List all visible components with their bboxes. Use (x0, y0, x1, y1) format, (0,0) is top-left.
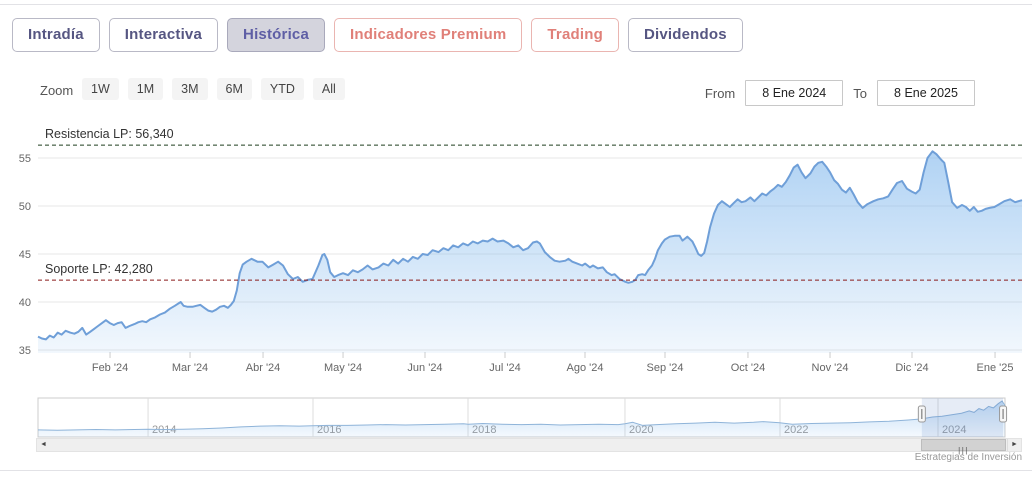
bottom-divider (0, 470, 1032, 471)
navigator-selected-range[interactable] (921, 398, 1004, 437)
tab-historica[interactable]: Histórica (227, 18, 326, 52)
main-chart[interactable]: 35 40 45 50 55 Feb '24 Mar '24 Abr '24 May '24 Ju… (0, 105, 1032, 390)
svg-text:May '24: May '24 (324, 362, 362, 374)
tab-bar: Intradía Interactiva Histórica Indicadores … (12, 18, 743, 52)
svg-text:35: 35 (19, 345, 31, 357)
svg-text:Nov '24: Nov '24 (812, 362, 849, 374)
tab-indicadores-premium[interactable]: Indicadores Premium (334, 18, 523, 52)
zoom-ytd-button[interactable]: YTD (260, 78, 304, 100)
price-line-series[interactable] (37, 150, 1023, 341)
tab-trading[interactable]: Trading (531, 18, 619, 52)
svg-text:Jul '24: Jul '24 (489, 362, 520, 374)
svg-text:Abr '24: Abr '24 (246, 362, 281, 374)
scrollbar-thumb[interactable]: ||| (921, 439, 1006, 455)
date-range-controls: From To (705, 80, 975, 106)
svg-text:Feb '24: Feb '24 (92, 362, 128, 374)
navigator-handle-left[interactable] (917, 405, 926, 423)
navigator-handle-right[interactable] (999, 405, 1008, 423)
svg-text:Ene '25: Ene '25 (977, 362, 1014, 374)
resistance-label: Resistencia LP: 56,340 (45, 127, 174, 141)
tab-intradia[interactable]: Intradía (12, 18, 100, 52)
svg-text:Ago '24: Ago '24 (567, 362, 604, 374)
navigator-line-series (37, 400, 1006, 431)
price-area-fill (38, 151, 1022, 353)
support-label: Soporte LP: 42,280 (45, 262, 153, 276)
svg-text:Dic '24: Dic '24 (895, 362, 928, 374)
chart-toolbar: Zoom 1W 1M 3M 6M YTD All From To (0, 78, 1032, 106)
scrollbar-track[interactable]: ◄ ||| ► (36, 438, 1022, 455)
tab-dividendos[interactable]: Dividendos (627, 18, 743, 52)
zoom-all-button[interactable]: All (312, 78, 345, 100)
svg-text:45: 45 (19, 249, 31, 261)
svg-text:Jun '24: Jun '24 (407, 362, 442, 374)
svg-text:55: 55 (19, 153, 31, 165)
scrollbar-right-arrow-icon[interactable]: ► (1007, 439, 1021, 451)
zoom-label: Zoom (40, 83, 74, 98)
zoom-range-buttons: 1W 1M 3M 6M YTD All (82, 78, 345, 100)
svg-text:40: 40 (19, 297, 31, 309)
svg-text:Mar '24: Mar '24 (172, 362, 208, 374)
zoom-1w-button[interactable]: 1W (82, 78, 119, 100)
to-label: To (853, 85, 867, 101)
zoom-3m-button[interactable]: 3M (172, 78, 208, 100)
svg-text:Oct '24: Oct '24 (731, 362, 766, 374)
svg-text:Sep '24: Sep '24 (647, 362, 684, 374)
svg-text:50: 50 (19, 201, 31, 213)
zoom-6m-button[interactable]: 6M (216, 78, 252, 100)
credit-text: Estrategias de Inversión (914, 452, 1022, 463)
navigator-chart[interactable]: 201420162018202020222024 (0, 395, 1032, 438)
zoom-1m-button[interactable]: 1M (127, 78, 164, 100)
navigator-area-fill (38, 401, 1005, 437)
top-divider (0, 4, 1032, 5)
scrollbar-grip-icon: ||| (958, 446, 969, 455)
from-date-input[interactable] (745, 80, 844, 106)
y-axis-labels: 35 40 45 50 55 (19, 153, 31, 357)
to-date-input[interactable] (877, 80, 975, 106)
scrollbar-left-arrow-icon[interactable]: ◄ (37, 439, 50, 451)
x-axis-labels: Feb '24 Mar '24 Abr '24 May '24 Jun '24 Jul '… (92, 352, 1014, 374)
tab-interactiva[interactable]: Interactiva (108, 18, 219, 52)
from-label: From (704, 85, 736, 101)
